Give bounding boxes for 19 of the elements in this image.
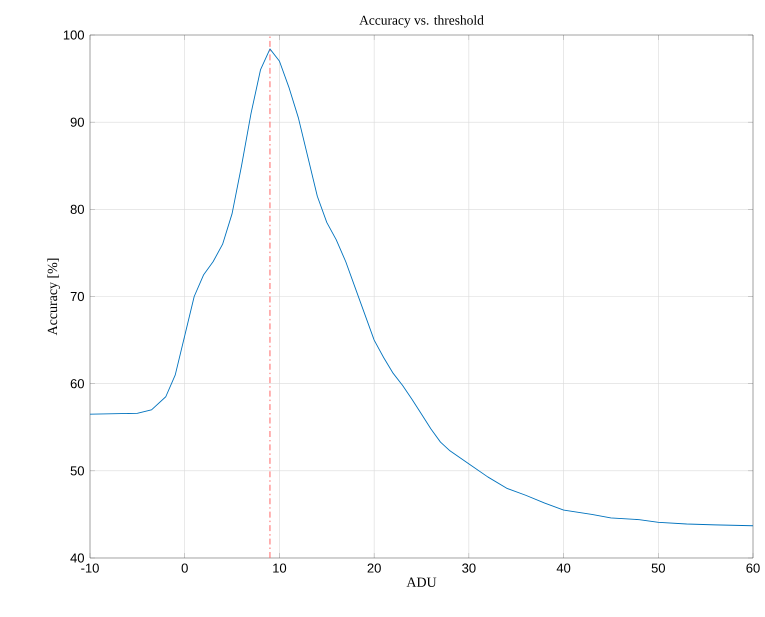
y-tick-label: 90 [70,118,84,127]
y-tick-label: 80 [70,204,84,214]
x-tick-label: 0 [182,564,188,573]
x-axis-title: ADU [406,578,436,587]
x-tick-label: 60 [746,564,760,573]
chart-title: Accuracy vs. threshold [359,15,484,28]
y-axis-title: Accuracy [%] [47,258,60,336]
y-tick-label: 40 [70,553,84,563]
x-tick-label: 50 [652,564,665,573]
x-tick-label: 10 [273,564,286,573]
y-tick-label: 70 [70,292,84,302]
x-tick-label: -10 [81,564,99,573]
x-tick-label: 40 [556,564,570,573]
y-tick-label: 50 [70,466,84,476]
line-series [90,48,753,526]
y-tick-label: 60 [70,379,84,388]
x-tick-label: 20 [368,564,381,573]
x-tick-label: 30 [462,564,476,573]
y-tick-label: 100 [64,30,84,40]
